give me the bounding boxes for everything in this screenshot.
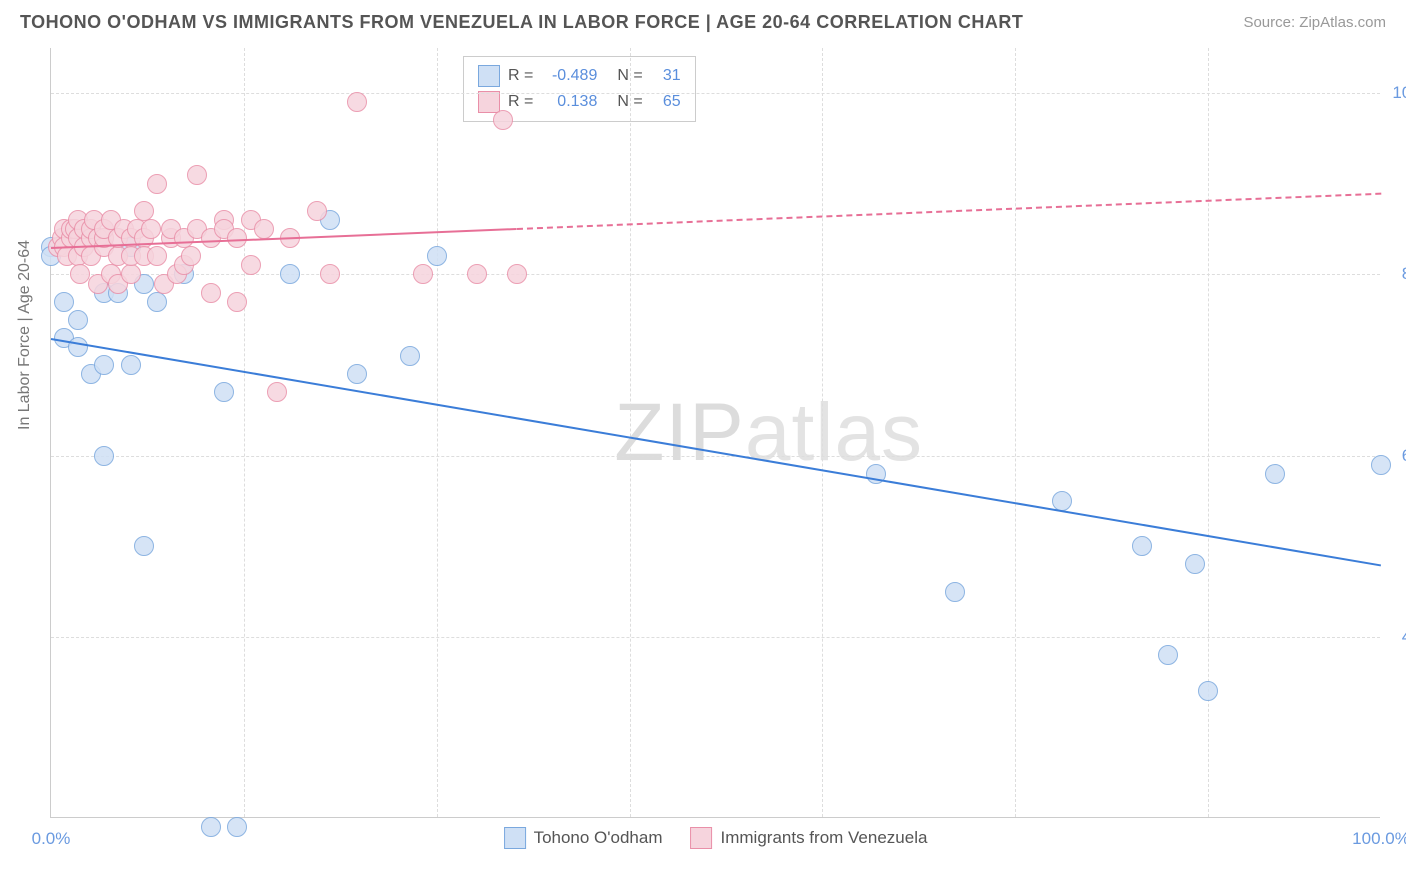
data-point (320, 264, 340, 284)
data-point (68, 310, 88, 330)
data-point (187, 165, 207, 185)
data-point (214, 382, 234, 402)
y-tick-label: 80.0% (1390, 264, 1406, 284)
data-point (413, 264, 433, 284)
data-point (147, 246, 167, 266)
data-point (307, 201, 327, 221)
data-point (945, 582, 965, 602)
data-point (1185, 554, 1205, 574)
legend-r-value: -0.489 (541, 63, 597, 89)
legend-swatch (504, 827, 526, 849)
x-tick-label: 100.0% (1352, 829, 1406, 849)
data-point (254, 219, 274, 239)
gridline-horizontal (51, 637, 1380, 638)
data-point (427, 246, 447, 266)
gridline-vertical (630, 48, 631, 817)
data-point (201, 817, 221, 837)
source-label: Source: ZipAtlas.com (1243, 14, 1386, 31)
data-point (68, 337, 88, 357)
gridline-vertical (822, 48, 823, 817)
legend-n-value: 31 (651, 63, 681, 89)
chart-title: TOHONO O'ODHAM VS IMMIGRANTS FROM VENEZU… (20, 12, 1023, 33)
data-point (94, 446, 114, 466)
data-point (181, 246, 201, 266)
data-point (227, 292, 247, 312)
data-point (493, 110, 513, 130)
data-point (347, 92, 367, 112)
legend-swatch (478, 91, 500, 113)
data-point (141, 219, 161, 239)
gridline-horizontal (51, 93, 1380, 94)
data-point (280, 264, 300, 284)
trend-line (51, 338, 1381, 566)
y-tick-label: 40.0% (1390, 627, 1406, 647)
data-point (1158, 645, 1178, 665)
data-point (121, 264, 141, 284)
data-point (241, 255, 261, 275)
gridline-horizontal (51, 456, 1380, 457)
data-point (400, 346, 420, 366)
data-point (227, 817, 247, 837)
y-tick-label: 60.0% (1390, 446, 1406, 466)
y-axis-title: In Labor Force | Age 20-64 (16, 240, 34, 430)
legend-row: R = -0.489N = 31 (478, 63, 681, 89)
data-point (1198, 681, 1218, 701)
legend-item: Tohono O'odham (504, 827, 663, 849)
data-point (94, 355, 114, 375)
legend-series-name: Immigrants from Venezuela (721, 828, 928, 848)
legend-series-name: Tohono O'odham (534, 828, 663, 848)
legend-item: Immigrants from Venezuela (691, 827, 928, 849)
legend-r-label: R = (508, 63, 533, 89)
y-tick-label: 100.0% (1390, 83, 1406, 103)
data-point (201, 283, 221, 303)
data-point (267, 382, 287, 402)
legend-swatch (691, 827, 713, 849)
gridline-vertical (244, 48, 245, 817)
gridline-vertical (437, 48, 438, 817)
scatter-chart: ZIPatlas R = -0.489N = 31R = 0.138N = 65… (50, 48, 1380, 818)
data-point (54, 292, 74, 312)
data-point (147, 292, 167, 312)
data-point (134, 536, 154, 556)
data-point (134, 201, 154, 221)
gridline-vertical (1015, 48, 1016, 817)
x-tick-label: 0.0% (32, 829, 71, 849)
data-point (1132, 536, 1152, 556)
data-point (507, 264, 527, 284)
data-point (347, 364, 367, 384)
data-point (1371, 455, 1391, 475)
legend-swatch (478, 65, 500, 87)
data-point (147, 174, 167, 194)
data-point (121, 355, 141, 375)
trend-line (516, 193, 1381, 230)
data-point (1265, 464, 1285, 484)
data-point (467, 264, 487, 284)
gridline-vertical (1208, 48, 1209, 817)
series-legend: Tohono O'odham Immigrants from Venezuela (504, 827, 928, 849)
